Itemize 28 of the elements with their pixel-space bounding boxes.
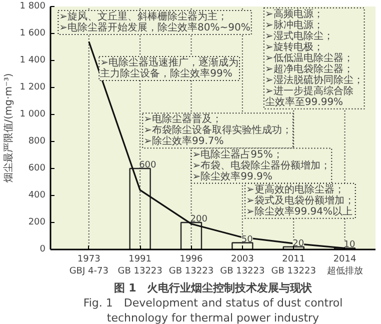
text: ➢高频电源； ➢脉冲电源； ➢湿式电除尘； ➢旋转电极； ➢低低温电除尘器； ➢超净电袋除尘器； ➢湿法脱硫协同除尘； ➢进一步提高综合除尘效率至99.99% [264, 8, 364, 108]
y-tick-label: 1 000 [20, 110, 46, 120]
x-tick-label: 2011 GB 13223 [271, 254, 316, 276]
annotation: ➢电除尘器占95%； ➢布袋、电袋除尘器份额增加； ➢除尘效率99.9% [192, 148, 331, 182]
data-label: 600 [139, 160, 157, 170]
x-tick-label: 1996 GB 13223 [168, 254, 214, 276]
annotation: ➢电除尘器普及； ➢布袋除尘设备取得实验性成功； ➢除尘效率99.7% [144, 113, 292, 148]
y-tick-label: 1 600 [20, 28, 46, 38]
y-tick-label: 800 [28, 136, 46, 146]
text: Fig. 1 Development and status of dust control technology for thermal power industry [83, 296, 343, 324]
y-tick-label: 1 400 [20, 56, 46, 66]
y-tick-label: 1 200 [20, 82, 46, 92]
x-tick-label: 2003 GB 13223 [220, 254, 265, 276]
annotation: ➢旋风、文丘里、斜棒栅除尘器为主； ➢电除尘器开始发展，除尘效率80%~90% [59, 10, 250, 34]
y-tick-label: 600 [28, 164, 46, 174]
annotation: ➢电除尘器迅速推广，逐渐成为主力除尘设备，除尘效率99% [100, 56, 239, 80]
data-label: 10 [344, 240, 356, 250]
y-tick-label: 1 800 [20, 2, 46, 12]
y-axis-title: 烟尘最严限值/(mg·m⁻³) [2, 73, 15, 183]
x-tick-label: 1991 GB 13223 [118, 254, 162, 276]
y-tick-label: 0 [40, 244, 46, 254]
text: 图 1 火电行业烟尘控制技术发展与现状 [114, 282, 314, 294]
x-tick-label: 2014 超低排放 [326, 254, 363, 276]
annotation: ➢更高效的电除尘器； ➢袋式及电袋份额增加； ➢除尘效率99.94%以上 [246, 183, 354, 218]
y-tick-label: 400 [28, 190, 46, 200]
data-label: 200 [190, 214, 208, 224]
x-tick-label: 1973 GBJ 4-73 [69, 254, 108, 276]
y-tick-label: 200 [28, 218, 46, 228]
